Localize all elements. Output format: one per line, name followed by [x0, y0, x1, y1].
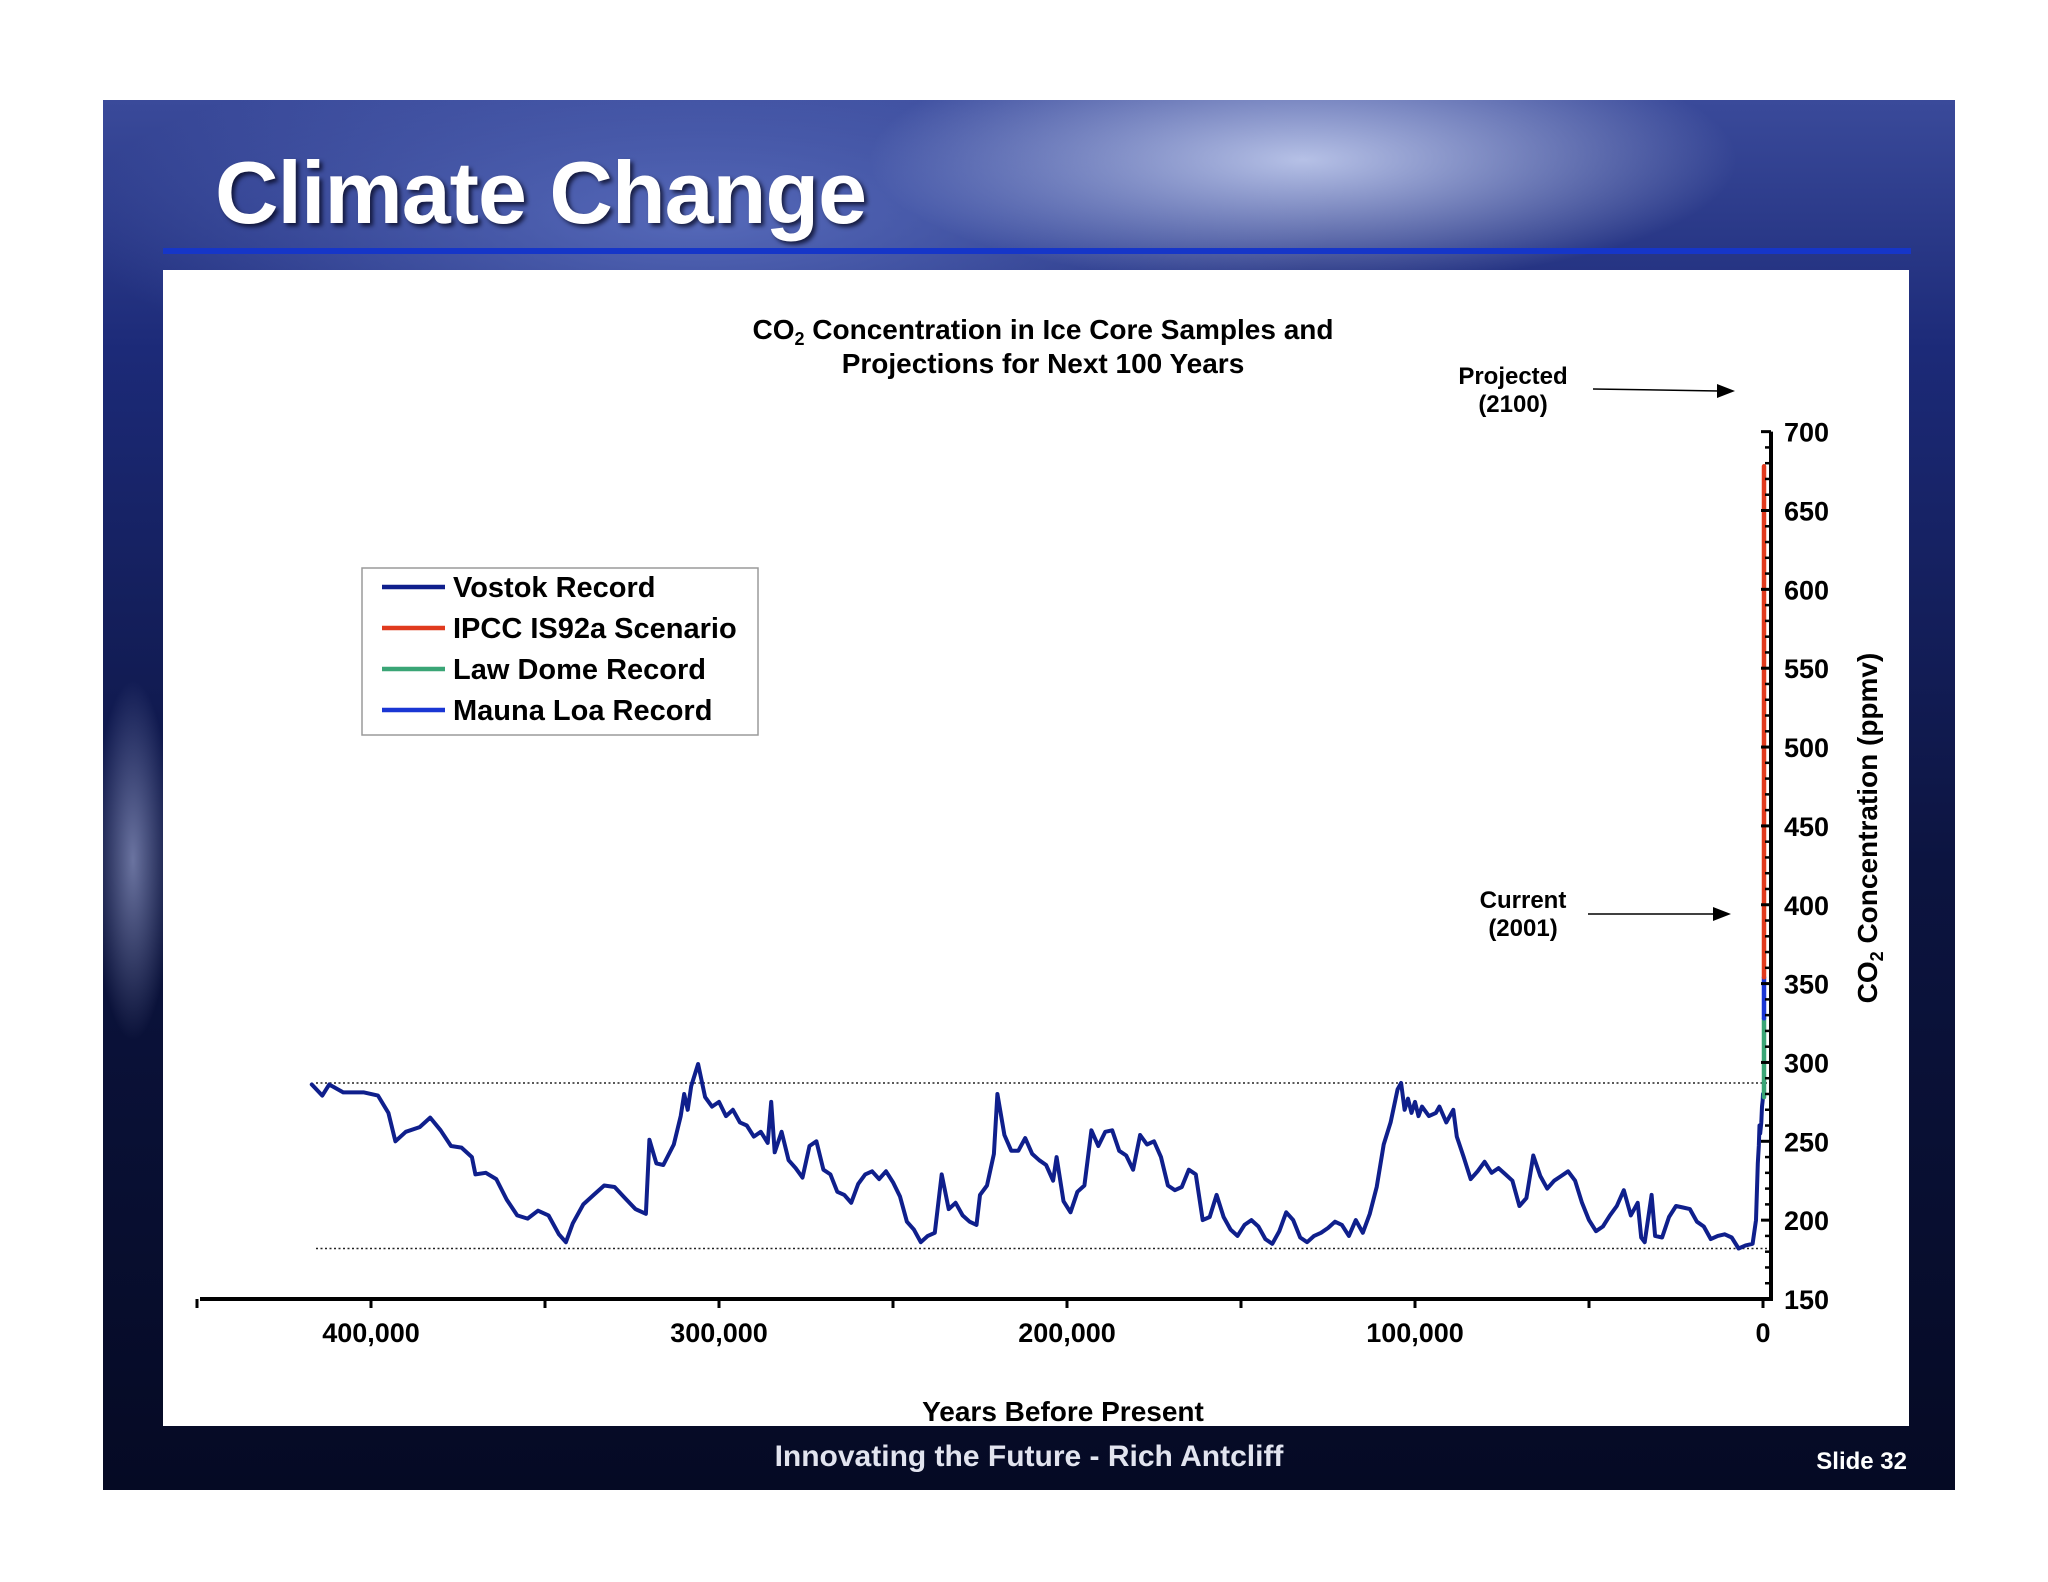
chart-title-line-1: CO2 Concentration in Ice Core Samples an… — [752, 314, 1333, 349]
series-lines — [309, 464, 1767, 1251]
background-light-streak — [103, 660, 173, 1080]
y-tick-label-600: 600 — [1784, 575, 1829, 605]
slide-number: Slide 32 — [1816, 1448, 1907, 1475]
co2-chart: CO2 Concentration in Ice Core Samples an… — [195, 314, 1887, 1426]
y-tick-label-550: 550 — [1784, 654, 1829, 684]
title-underline — [163, 248, 1911, 254]
legend-label-vostok-record: Vostok Record — [453, 572, 656, 604]
chart-title-subscript: 2 — [794, 329, 804, 349]
y-tick-label-350: 350 — [1784, 970, 1829, 1000]
chart-panel: CO2 Concentration in Ice Core Samples an… — [163, 270, 1909, 1426]
x-axis-title: Years Before Present — [922, 1396, 1204, 1426]
chart-title-rest: Concentration in Ice Core Samples and — [805, 314, 1334, 345]
x-tick-label-0: 0 — [1755, 1318, 1770, 1348]
y-tick-label-250: 250 — [1784, 1127, 1829, 1157]
annotation-projected-line-1: Projected — [1458, 363, 1567, 390]
annotation-projected-line-2: (2100) — [1478, 391, 1547, 418]
reference-lines — [316, 1082, 1771, 1250]
legend-items: Vostok Record IPCC IS92a Scenario Law Dome… — [382, 572, 737, 727]
chart-title-co: CO — [752, 314, 794, 345]
y-tick-label-650: 650 — [1784, 497, 1829, 527]
legend-label-ipcc-is92a-scenario: IPCC IS92a Scenario — [453, 613, 737, 645]
y-tick-label-450: 450 — [1784, 812, 1829, 842]
x-tick-label-100000: 100,000 — [1366, 1318, 1464, 1348]
x-tick-label-400000: 400,000 — [322, 1318, 420, 1348]
annotation-current-arrowhead — [1713, 907, 1731, 921]
y-tick-label-200: 200 — [1784, 1206, 1829, 1236]
y-axis-title-rest: Concentration (ppmv) — [1852, 653, 1883, 952]
chart-title-line-2: Projections for Next 100 Years — [842, 348, 1245, 379]
x-axis: 400,000 300,000 200,000 100,000 0 — [195, 1297, 1771, 1348]
legend-label-mauna-loa-record: Mauna Loa Record — [453, 695, 712, 727]
y-axis-title-subscript: 2 — [1867, 951, 1887, 961]
y-axis-title: CO2 Concentration (ppmv) — [1852, 653, 1887, 1004]
annotations: Projected(2100) Current(2001) — [1458, 363, 1735, 942]
annotation-projected-arrow-line — [1592, 388, 1720, 392]
y-tick-label-300: 300 — [1784, 1048, 1829, 1078]
series-vostok-record — [309, 1062, 1765, 1251]
annotation-current-line-2: (2001) — [1488, 915, 1557, 942]
y-tick-label-400: 400 — [1784, 891, 1829, 921]
x-tick-label-200000: 200,000 — [1018, 1318, 1116, 1348]
y-tick-label-500: 500 — [1784, 733, 1829, 763]
x-tick-label-300000: 300,000 — [670, 1318, 768, 1348]
annotation-projected-arrowhead — [1717, 384, 1735, 398]
legend-label-law-dome-record: Law Dome Record — [453, 654, 706, 686]
y-tick-label-700: 700 — [1784, 418, 1829, 448]
slide-title: Climate Change — [215, 143, 867, 242]
footer-text: Innovating the Future - Rich Antcliff — [774, 1440, 1284, 1473]
legend: Vostok Record IPCC IS92a Scenario Law Dome… — [361, 567, 759, 736]
annotation-current-line-1: Current — [1480, 887, 1567, 914]
legend-box — [361, 567, 759, 736]
y-axis: 150 200 250 300 350 400 450 500 550 600 650 700 — [1761, 418, 1829, 1315]
y-tick-label-150: 150 — [1784, 1285, 1829, 1315]
y-axis-title-co: CO — [1852, 961, 1883, 1003]
